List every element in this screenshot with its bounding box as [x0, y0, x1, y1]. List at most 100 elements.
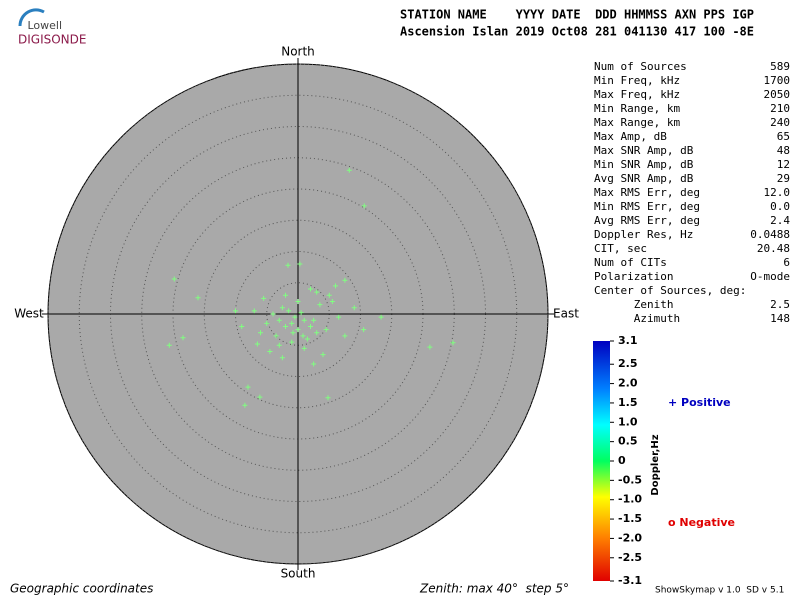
colorbar-tick-label: -2.0 [618, 531, 642, 544]
direction-label: South [281, 567, 316, 581]
stat-value: O-mode [750, 270, 790, 283]
stat-label: Center of Sources, deg: [594, 284, 746, 297]
direction-label: West [14, 307, 44, 321]
colorbar-tick-label: 2.0 [618, 377, 638, 390]
stat-value: 0.0 [770, 200, 790, 213]
stat-value: 12 [777, 158, 790, 171]
stat-label: Num of CITs [594, 256, 667, 269]
colorbar-label: Doppler,Hz [650, 434, 661, 495]
source-point [295, 299, 301, 304]
source-point [261, 295, 267, 301]
footer-middle: Zenith: max 40° step 5° [419, 582, 569, 596]
stat-value: 12.0 [764, 186, 791, 199]
source-point [251, 308, 257, 314]
stat-label: Num of Sources [594, 60, 687, 73]
source-point [342, 333, 348, 339]
source-point [258, 330, 263, 336]
stat-value: 2050 [764, 88, 791, 101]
source-point [298, 310, 304, 316]
source-point [267, 349, 273, 354]
source-point [289, 339, 295, 345]
source-point [325, 395, 331, 401]
source-point [270, 311, 276, 317]
source-point [320, 352, 326, 358]
source-point [233, 308, 238, 314]
stat-label: Min Freq, kHz [594, 74, 680, 87]
source-point [342, 277, 348, 283]
stat-label: Max Freq, kHz [594, 88, 680, 101]
source-point [304, 336, 310, 342]
logo-swoosh [18, 8, 45, 27]
source-point [301, 317, 307, 323]
stat-value: 210 [770, 102, 790, 115]
source-point [311, 361, 317, 367]
colorbar-tick-label: 1.0 [618, 415, 638, 428]
source-point [351, 305, 357, 311]
source-point [285, 262, 291, 268]
stat-label: CIT, sec [594, 242, 647, 255]
stat-label: Min Range, km [594, 102, 680, 115]
source-point [297, 261, 303, 267]
stat-label: Min SNR Amp, dB [594, 158, 694, 171]
stat-value: 1700 [764, 74, 791, 87]
source-point [314, 330, 320, 336]
direction-label: East [553, 307, 579, 321]
source-point [361, 203, 367, 209]
stat-value: 0.0488 [750, 228, 790, 241]
source-point [239, 324, 245, 329]
legend-positive: + Positive [668, 396, 731, 409]
source-point [242, 402, 248, 408]
source-point [333, 283, 338, 289]
source-point [336, 314, 342, 320]
source-point [286, 308, 292, 314]
source-point [450, 340, 456, 346]
stat-label: Avg SNR Amp, dB [594, 172, 694, 185]
source-point [308, 324, 313, 329]
source-point [295, 327, 301, 333]
colorbar-tick-label: 1.5 [618, 396, 638, 409]
source-point [289, 320, 295, 326]
colorbar-tick-label: 0 [618, 454, 626, 467]
legend-negative: o Negative [668, 516, 735, 529]
stat-label: Avg RMS Err, deg [594, 214, 700, 227]
source-point [314, 289, 320, 295]
colorbar-tick-label: -1.0 [618, 493, 642, 506]
source-point [245, 384, 251, 390]
colorbar-tick-label: -1.5 [618, 512, 642, 525]
source-point [279, 355, 285, 361]
stat-value: 2.5 [770, 298, 790, 311]
stat-label: Min RMS Err, deg [594, 200, 700, 213]
source-point [329, 299, 335, 304]
stat-value: 589 [770, 60, 790, 73]
stat-label: Polarization [594, 270, 673, 283]
header-line: Ascension Islan 2019 Oct08 281 041130 41… [400, 25, 754, 39]
stat-label: Max Amp, dB [594, 130, 667, 143]
colorbar-tick-label: -3.1 [618, 574, 642, 587]
colorbar-tick-label: -0.5 [618, 473, 642, 486]
source-point [166, 342, 172, 348]
stat-label: Doppler Res, Hz [594, 228, 693, 241]
stat-label: Max RMS Err, deg [594, 186, 700, 199]
source-point [283, 324, 288, 329]
source-point [254, 341, 260, 347]
source-point [378, 314, 384, 320]
stat-value: 20.48 [757, 242, 790, 255]
stat-value: 148 [770, 312, 790, 325]
colorbar-tick-label: 3.1 [618, 334, 638, 347]
source-point [283, 292, 288, 298]
source-point [361, 327, 367, 333]
source-point [311, 317, 317, 323]
header-line: STATION NAME YYYY DATE DDD HHMMSS AXN PP… [400, 8, 754, 22]
source-point [180, 335, 186, 341]
source-point [171, 276, 177, 282]
footer-right: ShowSkymap v 1.0 SD v 5.1 [655, 586, 784, 596]
stat-value: 6 [783, 256, 790, 269]
stat-value: 240 [770, 116, 790, 129]
stat-value: 48 [777, 144, 790, 157]
source-point [308, 286, 313, 292]
logo-top: Lowell [27, 19, 62, 32]
source-point [346, 167, 352, 173]
logo-bottom: DIGISONDE [18, 33, 86, 47]
source-point [317, 302, 323, 308]
